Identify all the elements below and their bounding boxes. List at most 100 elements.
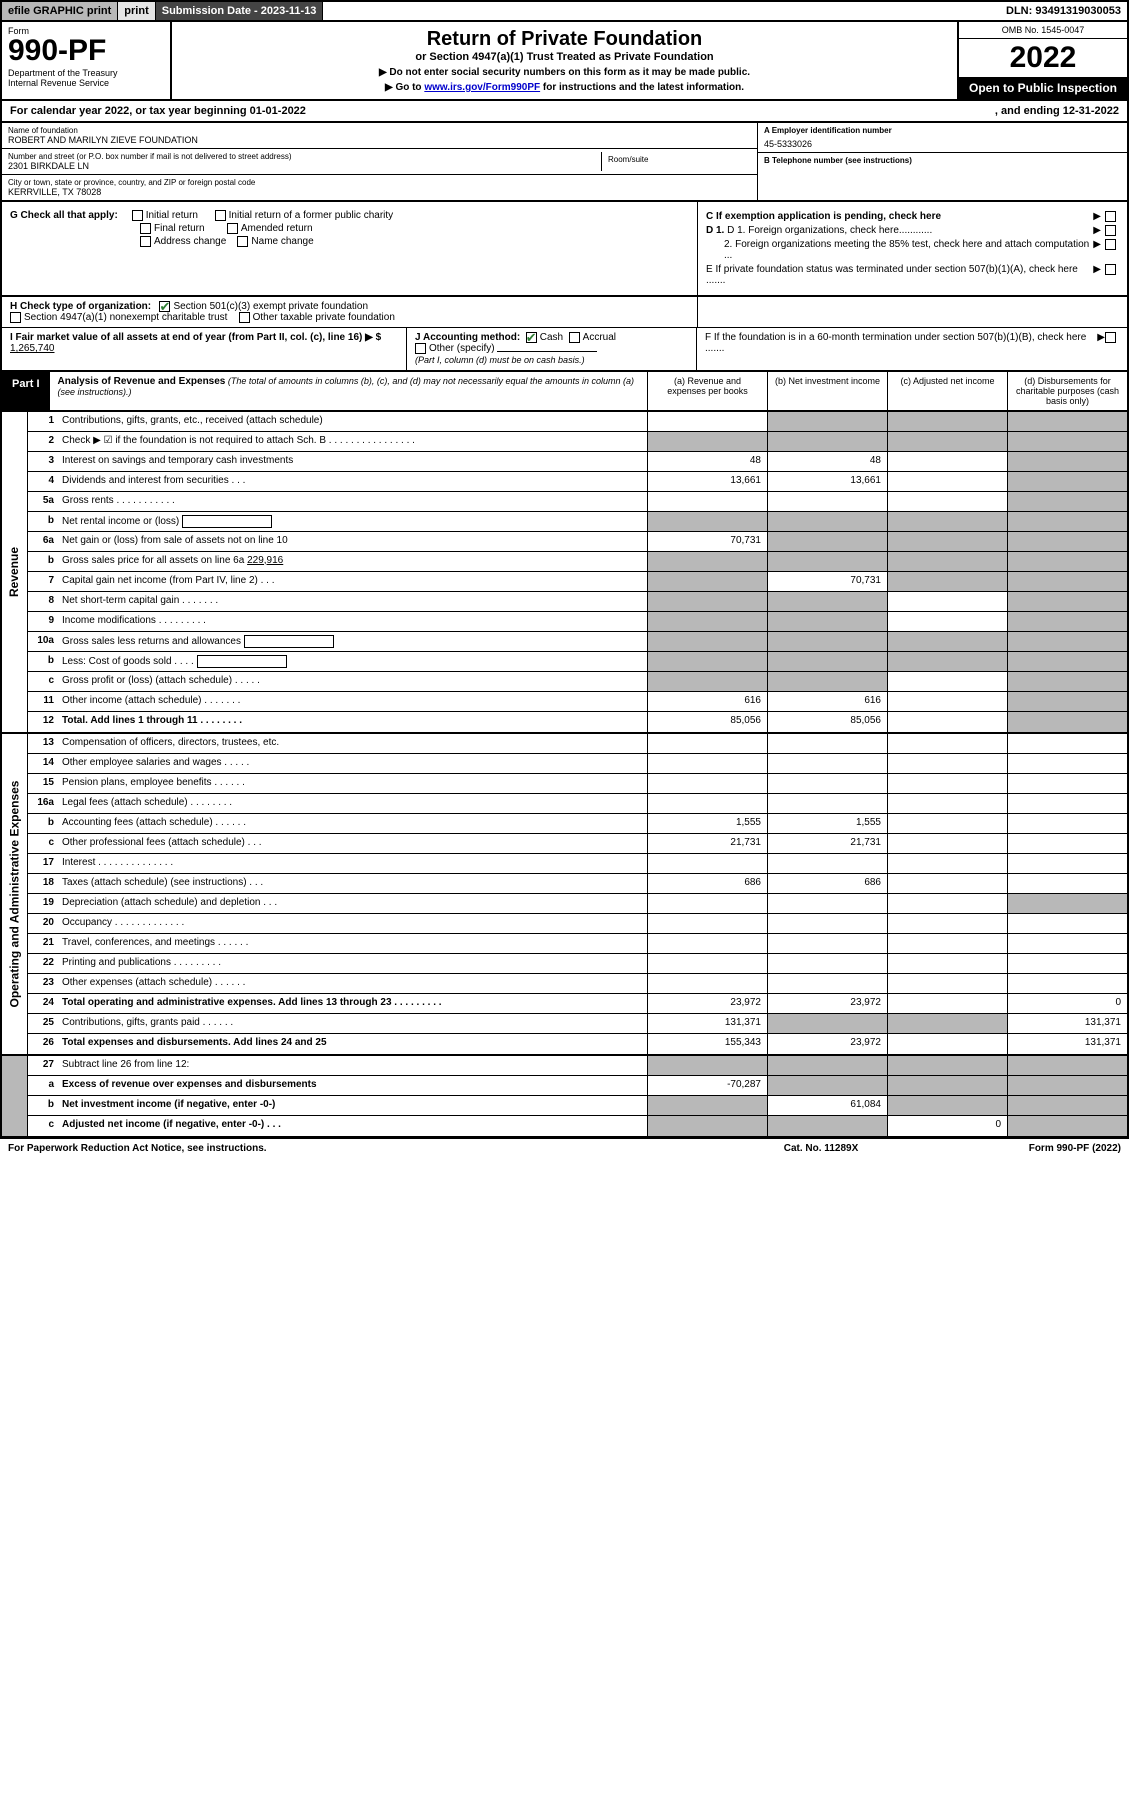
table-cell [887, 652, 1007, 671]
table-cell [887, 894, 1007, 913]
table-cell [767, 914, 887, 933]
table-cell: 85,056 [767, 712, 887, 732]
j-block: J Accounting method: Cash Accrual Other … [407, 328, 697, 369]
name-label: Name of foundation [8, 126, 751, 135]
footer-right: Form 990-PF (2022) [921, 1143, 1121, 1154]
row-label: Contributions, gifts, grants, etc., rece… [58, 412, 647, 431]
addr-label: Number and street (or P.O. box number if… [8, 152, 601, 161]
f-checkbox[interactable] [1105, 332, 1116, 343]
amended-return-checkbox[interactable] [227, 223, 238, 234]
table-row: 9Income modifications . . . . . . . . . [28, 612, 1127, 632]
row-label: Taxes (attach schedule) (see instruction… [58, 874, 647, 893]
row-label: Less: Cost of goods sold . . . . [58, 652, 647, 671]
table-cell [1007, 1076, 1127, 1095]
table-cell [1007, 834, 1127, 853]
print-button[interactable]: print [118, 2, 155, 20]
row-label: Compensation of officers, directors, tru… [58, 734, 647, 753]
table-row: 3Interest on savings and temporary cash … [28, 452, 1127, 472]
g-opt-5: Name change [251, 236, 313, 247]
entity-right: A Employer identification number 45-5333… [757, 123, 1127, 200]
h-other-checkbox[interactable] [239, 312, 250, 323]
col-c-hdr: (c) Adjusted net income [887, 372, 1007, 410]
table-cell [647, 934, 767, 953]
table-cell: 1,555 [767, 814, 887, 833]
table-cell: 0 [1007, 994, 1127, 1013]
part1-tab: Part I [2, 372, 50, 410]
table-cell [887, 794, 1007, 813]
name-change-checkbox[interactable] [237, 236, 248, 247]
row-label: Capital gain net income (from Part IV, l… [58, 572, 647, 591]
table-row: cGross profit or (loss) (attach schedule… [28, 672, 1127, 692]
table-cell [887, 854, 1007, 873]
e-checkbox[interactable] [1105, 264, 1116, 275]
table-cell: 616 [767, 692, 887, 711]
table-cell: 70,731 [647, 532, 767, 551]
expenses-side-label: Operating and Administrative Expenses [2, 734, 28, 1054]
final-return-checkbox[interactable] [140, 223, 151, 234]
row-label: Gross sales price for all assets on line… [58, 552, 647, 571]
d2-checkbox[interactable] [1105, 239, 1116, 250]
table-cell [887, 432, 1007, 451]
j-other-checkbox[interactable] [415, 343, 426, 354]
row-num: 15 [28, 774, 58, 793]
table-cell: -70,287 [647, 1076, 767, 1095]
table-cell [647, 1096, 767, 1115]
row-label: Legal fees (attach schedule) . . . . . .… [58, 794, 647, 813]
row-num: c [28, 834, 58, 853]
h-501c3-checkbox[interactable] [159, 301, 170, 312]
table-cell [887, 552, 1007, 571]
table-cell [1007, 794, 1127, 813]
c-checkbox[interactable] [1105, 211, 1116, 222]
table-cell [767, 794, 887, 813]
table-cell: 61,084 [767, 1096, 887, 1115]
table-cell [887, 994, 1007, 1013]
table-cell [1007, 874, 1127, 893]
row-label: Total. Add lines 1 through 11 . . . . . … [58, 712, 647, 732]
table-cell [767, 974, 887, 993]
h-4947-checkbox[interactable] [10, 312, 21, 323]
table-cell [647, 914, 767, 933]
part1-header: Part I Analysis of Revenue and Expenses … [0, 372, 1129, 412]
part1-title: Analysis of Revenue and Expenses [58, 376, 226, 387]
cal-right: , and ending 12-31-2022 [995, 105, 1119, 117]
cal-left: For calendar year 2022, or tax year begi… [10, 105, 995, 117]
col-d-hdr: (d) Disbursements for charitable purpose… [1007, 372, 1127, 410]
table-cell [647, 672, 767, 691]
name-row: Name of foundation ROBERT AND MARILYN ZI… [2, 123, 757, 149]
j-cash-checkbox[interactable] [526, 332, 537, 343]
d1-checkbox[interactable] [1105, 225, 1116, 236]
ein-row: A Employer identification number 45-5333… [758, 123, 1127, 153]
row-label: Net investment income (if negative, ente… [58, 1096, 647, 1115]
instr2-pre: ▶ Go to [385, 82, 424, 93]
address-change-checkbox[interactable] [140, 236, 151, 247]
g-opt-2: Address change [154, 236, 226, 247]
table-cell [767, 612, 887, 631]
submission-date: Submission Date - 2023-11-13 [156, 2, 324, 20]
table-cell [1007, 774, 1127, 793]
row-num: 11 [28, 692, 58, 711]
row-label: Adjusted net income (if negative, enter … [58, 1116, 647, 1136]
j-note: (Part I, column (d) must be on cash basi… [415, 355, 585, 365]
initial-return-checkbox[interactable] [132, 210, 143, 221]
table-cell [647, 492, 767, 511]
table-cell [767, 432, 887, 451]
header-right: OMB No. 1545-0047 2022 Open to Public In… [957, 22, 1127, 99]
j-accrual-checkbox[interactable] [569, 332, 580, 343]
row-num: 16a [28, 794, 58, 813]
instructions-link[interactable]: www.irs.gov/Form990PF [424, 82, 540, 93]
j-accrual: Accrual [583, 332, 616, 343]
table-cell [1007, 652, 1127, 671]
table-cell [887, 452, 1007, 471]
row-num: b [28, 814, 58, 833]
table-cell [647, 1116, 767, 1136]
table-cell [767, 532, 887, 551]
table-cell [767, 754, 887, 773]
row-num: b [28, 552, 58, 571]
row-num: 9 [28, 612, 58, 631]
table-row: 10aGross sales less returns and allowanc… [28, 632, 1127, 652]
row-label: Total operating and administrative expen… [58, 994, 647, 1013]
entity-left: Name of foundation ROBERT AND MARILYN ZI… [2, 123, 757, 200]
initial-former-checkbox[interactable] [215, 210, 226, 221]
table-cell [1007, 572, 1127, 591]
table-cell: 70,731 [767, 572, 887, 591]
